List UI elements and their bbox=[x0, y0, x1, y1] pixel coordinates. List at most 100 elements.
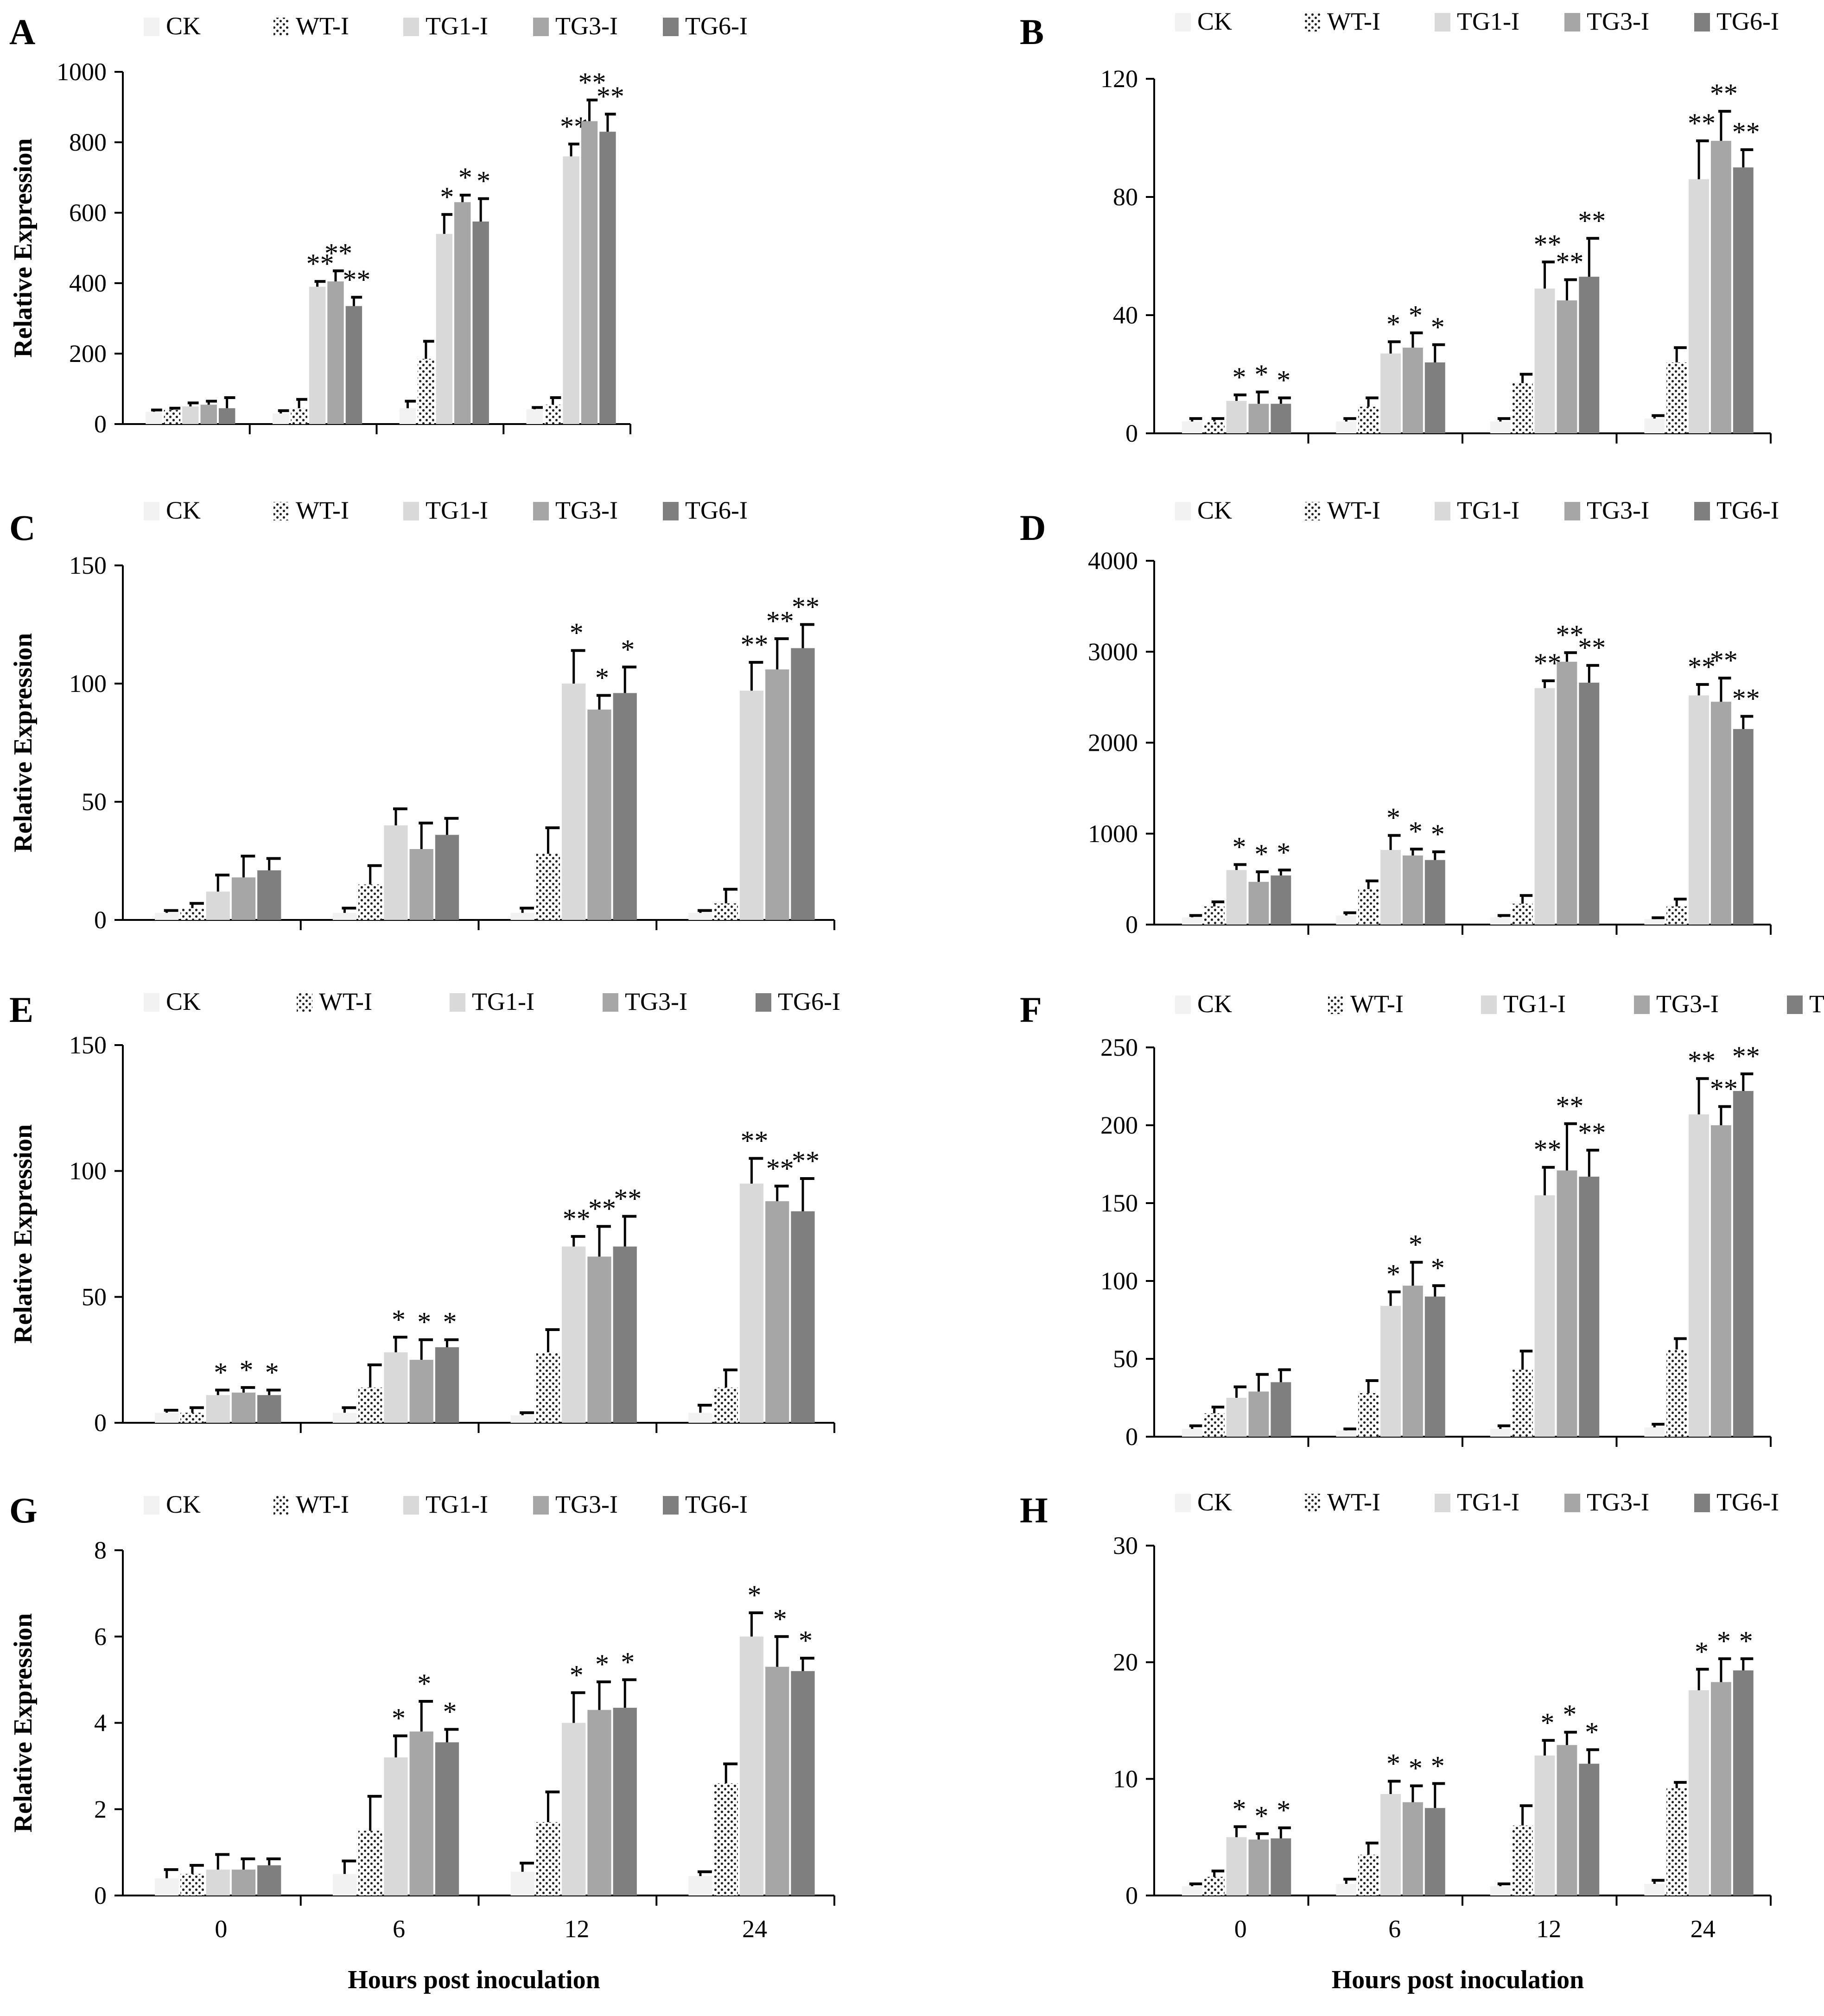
significance-label: ** bbox=[1710, 645, 1738, 676]
bar bbox=[1402, 1286, 1423, 1437]
legend-swatch-wt-i bbox=[273, 502, 289, 520]
bar bbox=[1710, 1125, 1731, 1437]
bar bbox=[399, 408, 416, 424]
legend-label: TG6-I bbox=[1716, 1488, 1779, 1516]
legend-swatch-ck bbox=[144, 993, 159, 1012]
y-tick-label: 600 bbox=[69, 199, 107, 227]
bar bbox=[1402, 348, 1423, 433]
legend-label: TG3-I bbox=[1656, 990, 1719, 1018]
y-tick-label: 3000 bbox=[1088, 638, 1138, 666]
significance-label: * bbox=[443, 1307, 457, 1338]
legend-label: WT-I bbox=[296, 1490, 349, 1518]
bar bbox=[1666, 362, 1687, 433]
bar bbox=[1204, 1413, 1225, 1437]
y-tick-label: 800 bbox=[69, 128, 107, 156]
significance-label: * bbox=[458, 162, 472, 193]
significance-label: ** bbox=[1732, 117, 1760, 147]
y-tick-label: 4000 bbox=[1088, 547, 1138, 575]
significance-label: * bbox=[773, 1604, 787, 1634]
significance-label: * bbox=[799, 1625, 813, 1656]
bar bbox=[765, 669, 789, 920]
bar bbox=[1182, 1886, 1202, 1896]
bar bbox=[1424, 1808, 1445, 1896]
y-tick-label: 10 bbox=[1113, 1765, 1138, 1793]
legend-label: CK bbox=[1197, 496, 1232, 524]
significance-label: * bbox=[1409, 300, 1423, 330]
bar bbox=[332, 1874, 357, 1896]
bar bbox=[409, 849, 433, 920]
bar bbox=[1689, 1114, 1709, 1437]
significance-label: * bbox=[1695, 1636, 1709, 1667]
bar bbox=[1358, 1854, 1379, 1896]
legend-label: TG1-I bbox=[1457, 496, 1519, 524]
bar bbox=[1204, 906, 1225, 925]
significance-label: * bbox=[1233, 362, 1246, 393]
panel-d: D CK WT-I TG1-I TG3-I TG6-I 0 1000 2000 3000 4000 *… bbox=[1020, 496, 1779, 938]
legend-label: TG3-I bbox=[555, 496, 618, 524]
bar bbox=[739, 1183, 764, 1423]
significance-label: ** bbox=[1732, 1041, 1760, 1071]
legend-swatch-tg6-i bbox=[663, 18, 679, 36]
bar bbox=[409, 1731, 433, 1896]
significance-label: * bbox=[1386, 1259, 1400, 1290]
legend-label: TG3-I bbox=[625, 988, 687, 1015]
significance-label: * bbox=[1277, 837, 1290, 868]
y-tick-label: 150 bbox=[1100, 1189, 1138, 1217]
bar bbox=[1380, 850, 1401, 925]
bar bbox=[257, 1865, 281, 1896]
significance-label: * bbox=[1409, 816, 1423, 847]
bar bbox=[1248, 404, 1269, 433]
y-tick-label: 120 bbox=[1100, 65, 1138, 93]
significance-label: * bbox=[595, 1649, 609, 1680]
significance-label: * bbox=[1277, 1795, 1290, 1826]
legend-label: WT-I bbox=[296, 12, 349, 40]
y-tick-label: 6 bbox=[94, 1623, 107, 1650]
bar bbox=[435, 1742, 459, 1896]
bar bbox=[1666, 1349, 1687, 1437]
significance-label: * bbox=[570, 1660, 584, 1690]
bar bbox=[536, 1822, 560, 1896]
legend-label: TG1-I bbox=[426, 12, 488, 40]
significance-label: ** bbox=[324, 238, 352, 268]
legend-swatch-tg6-i bbox=[663, 1496, 679, 1515]
significance-label: * bbox=[1585, 1717, 1599, 1747]
legend-swatch-tg1-i bbox=[450, 993, 465, 1012]
bar bbox=[218, 408, 235, 424]
significance-label: ** bbox=[792, 1146, 820, 1176]
y-tick-label: 400 bbox=[69, 269, 107, 297]
legend-label: TG3-I bbox=[555, 12, 618, 40]
legend-swatch-ck bbox=[1175, 995, 1191, 1014]
bar bbox=[454, 202, 471, 424]
legend-swatch-tg3-i bbox=[603, 993, 618, 1012]
y-tick-label: 50 bbox=[1113, 1345, 1138, 1373]
y-tick-label: 80 bbox=[1113, 183, 1138, 211]
legend-swatch-wt-i bbox=[1328, 995, 1344, 1014]
bar bbox=[1733, 1670, 1754, 1896]
significance-label: * bbox=[1254, 1801, 1268, 1832]
significance-label: * bbox=[1233, 831, 1246, 862]
bar bbox=[418, 359, 434, 424]
legend-label: TG6-I bbox=[1809, 990, 1824, 1018]
bar bbox=[791, 1671, 815, 1896]
bar bbox=[613, 1707, 637, 1896]
bar bbox=[1733, 167, 1754, 433]
bar bbox=[358, 1831, 382, 1896]
bar bbox=[526, 409, 543, 424]
legend-label: TG1-I bbox=[1457, 1488, 1519, 1516]
significance-label: * bbox=[621, 634, 635, 665]
legend-label: WT-I bbox=[1327, 7, 1380, 35]
bar bbox=[1557, 300, 1577, 433]
bar bbox=[1358, 1393, 1379, 1437]
x-tick-label: 12 bbox=[1536, 1915, 1561, 1943]
legend-swatch-ck bbox=[144, 502, 159, 520]
significance-label: ** bbox=[563, 1204, 591, 1234]
x-tick-label: 24 bbox=[1691, 1915, 1716, 1943]
bar bbox=[291, 408, 307, 424]
bar bbox=[1644, 1427, 1665, 1437]
legend-label: TG6-I bbox=[778, 988, 840, 1015]
bar bbox=[587, 1710, 611, 1896]
legend: CK WT-I TG1-I TG3-I TG6-I bbox=[1175, 7, 1779, 35]
legend-swatch-wt-i bbox=[273, 18, 289, 36]
